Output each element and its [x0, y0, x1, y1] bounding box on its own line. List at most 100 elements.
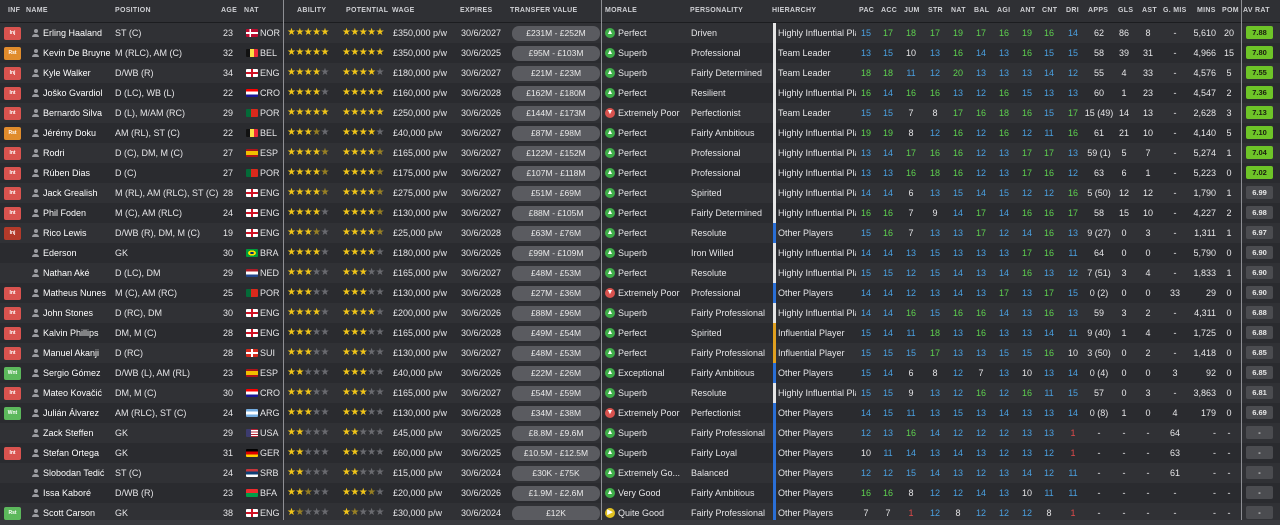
table-row[interactable]: Int Jack Grealish M (RL), AM (RLC), ST (C)…	[0, 183, 1280, 203]
player-name[interactable]: Jack Grealish	[43, 188, 98, 198]
player-name[interactable]: Stefan Ortega	[43, 448, 100, 458]
col-hierarchy[interactable]: HIERARCHY	[772, 7, 817, 14]
info-badge[interactable]: Int	[4, 87, 21, 100]
table-row[interactable]: Int Stefan Ortega GK 31 GER ★★★★★ ★★★★★ £60,000…	[0, 443, 1280, 463]
info-badge[interactable]: Int	[4, 187, 21, 200]
col-ant[interactable]: ANT	[1020, 7, 1036, 14]
info-badge[interactable]: Inj	[4, 227, 21, 240]
table-row[interactable]: Rst Scott Carson GK 38 ENG ★★★★★ ★★★★★ £30,000 …	[0, 503, 1280, 523]
player-name[interactable]: Sergio Gómez	[43, 368, 101, 378]
transfer-value-pill[interactable]: £95M - £103M	[512, 46, 600, 61]
transfer-value-pill[interactable]: £34M - £38M	[512, 406, 600, 421]
player-name[interactable]: Erling Haaland	[43, 28, 103, 38]
col-personality[interactable]: PERSONALITY	[690, 7, 744, 14]
col-wage[interactable]: WAGE	[392, 7, 415, 14]
col-ability[interactable]: ABILITY	[297, 7, 327, 14]
transfer-value-pill[interactable]: £8.8M - £9.6M	[512, 426, 600, 441]
info-badge[interactable]: Int	[4, 287, 21, 300]
player-name[interactable]: Rúben Dias	[43, 168, 91, 178]
table-row[interactable]: Rst Jérémy Doku AM (RL), ST (C) 22 BEL ★★★★★ ★…	[0, 123, 1280, 143]
transfer-value-pill[interactable]: £22M - £26M	[512, 366, 600, 381]
transfer-value-pill[interactable]: £49M - £54M	[512, 326, 600, 341]
col-pac[interactable]: PAC	[859, 7, 875, 14]
col-avrat[interactable]: AV RAT	[1243, 7, 1270, 14]
info-badge[interactable]: Rst	[4, 127, 21, 140]
info-badge[interactable]: Int	[4, 107, 21, 120]
table-row[interactable]: Int Rodri D (C), DM, M (C) 27 ESP ★★★★★ ★★★★★ £…	[0, 143, 1280, 163]
info-badge[interactable]: Inj	[4, 27, 21, 40]
table-row[interactable]: Int Matheus Nunes M (C), AM (RC) 25 POR ★★★★★…	[0, 283, 1280, 303]
player-name[interactable]: Manuel Akanji	[43, 348, 100, 358]
col-dri[interactable]: DRI	[1066, 7, 1079, 14]
transfer-value-pill[interactable]: £10.5M - £12.5M	[512, 446, 600, 461]
table-row[interactable]: Slobodan Tedić ST (C) 24 SRB ★★★★★ ★★★★★ £15,0…	[0, 463, 1280, 483]
table-row[interactable]: Issa Kaboré D/WB (R) 23 BFA ★★★★★ ★★★★★ £20,00…	[0, 483, 1280, 503]
table-row[interactable]: Int John Stones D (RC), DM 30 ENG ★★★★★ ★★★★★ £…	[0, 303, 1280, 323]
col-jum[interactable]: JUM	[904, 7, 920, 14]
player-name[interactable]: Kalvin Phillips	[43, 328, 99, 338]
transfer-value-pill[interactable]: £48M - £53M	[512, 346, 600, 361]
player-name[interactable]: Joško Gvardiol	[43, 88, 103, 98]
col-inf[interactable]: INF	[8, 7, 21, 14]
col-acc[interactable]: ACC	[881, 7, 898, 14]
player-name[interactable]: Jérémy Doku	[43, 128, 97, 138]
transfer-value-pill[interactable]: £21M - £23M	[512, 66, 600, 81]
player-name[interactable]: Matheus Nunes	[43, 288, 107, 298]
table-row[interactable]: Ederson GK 30 BRA ★★★★★ ★★★★★ £180,000 p/w 30/6…	[0, 243, 1280, 263]
info-badge[interactable]: Int	[4, 167, 21, 180]
col-ast[interactable]: AST	[1142, 7, 1157, 14]
info-badge[interactable]: Rst	[4, 47, 21, 60]
col-nat-attr[interactable]: NAT	[951, 7, 966, 14]
info-badge[interactable]: Int	[4, 447, 21, 460]
player-name[interactable]: Kevin De Bruyne	[43, 48, 111, 58]
player-name[interactable]: Julián Álvarez	[43, 408, 100, 418]
col-mins[interactable]: MINS	[1197, 7, 1216, 14]
col-nat[interactable]: NAT	[244, 7, 259, 14]
transfer-value-pill[interactable]: £30K - £75K	[512, 466, 600, 481]
player-name[interactable]: Nathan Aké	[43, 268, 90, 278]
player-name[interactable]: Zack Steffen	[43, 428, 94, 438]
transfer-value-pill[interactable]: £54M - £59M	[512, 386, 600, 401]
col-str[interactable]: STR	[928, 7, 943, 14]
transfer-value-pill[interactable]: £48M - £53M	[512, 266, 600, 281]
table-row[interactable]: Int Joško Gvardiol D (LC), WB (L) 22 CRO ★★★★…	[0, 83, 1280, 103]
col-morale[interactable]: MORALE	[605, 7, 638, 14]
table-row[interactable]: Zack Steffen GK 29 USA ★★★★★ ★★★★★ £45,000 p/w…	[0, 423, 1280, 443]
transfer-value-pill[interactable]: £122M - £152M	[512, 146, 600, 161]
transfer-value-pill[interactable]: £231M - £252M	[512, 26, 600, 41]
col-expires[interactable]: EXPIRES	[460, 7, 493, 14]
transfer-value-pill[interactable]: £87M - £98M	[512, 126, 600, 141]
col-apps[interactable]: APPS	[1088, 7, 1109, 14]
player-name[interactable]: Kyle Walker	[43, 68, 91, 78]
table-row[interactable]: Rst Kevin De Bruyne M (RLC), AM (C) 32 BEL ★★…	[0, 43, 1280, 63]
table-row[interactable]: Inj Kyle Walker D/WB (R) 34 ENG ★★★★★ ★★★★★ £18…	[0, 63, 1280, 83]
col-potential[interactable]: POTENTIAL	[346, 7, 389, 14]
col-position[interactable]: POSITION	[115, 7, 151, 14]
table-row[interactable]: Int Rúben Dias D (C) 27 POR ★★★★★ ★★★★★ £175,00…	[0, 163, 1280, 183]
transfer-value-pill[interactable]: £1.9M - £2.6M	[512, 486, 600, 501]
col-name[interactable]: NAME	[26, 7, 48, 14]
table-row[interactable]: Inj Rico Lewis D/WB (R), DM, M (C) 19 ENG ★★★…	[0, 223, 1280, 243]
col-gmis[interactable]: G. MIS	[1163, 7, 1187, 14]
col-age[interactable]: AGE	[221, 7, 238, 14]
info-badge[interactable]: Int	[4, 147, 21, 160]
player-name[interactable]: Rico Lewis	[43, 228, 87, 238]
transfer-value-pill[interactable]: £51M - £69M	[512, 186, 600, 201]
table-row[interactable]: Wnt Sergio Gómez D/WB (L), AM (RL) 23 ESP ★★★…	[0, 363, 1280, 383]
table-row[interactable]: Int Kalvin Phillips DM, M (C) 28 ENG ★★★★★ ★★★…	[0, 323, 1280, 343]
transfer-value-pill[interactable]: £107M - £118M	[512, 166, 600, 181]
player-name[interactable]: Ederson	[43, 248, 77, 258]
table-row[interactable]: Int Manuel Akanji D (RC) 28 SUI ★★★★★ ★★★★★ £13…	[0, 343, 1280, 363]
col-cnt[interactable]: CNT	[1042, 7, 1058, 14]
info-badge[interactable]: Int	[4, 387, 21, 400]
horizontal-scrollbar[interactable]	[0, 520, 1280, 525]
table-row[interactable]: Int Mateo Kovačić DM, M (C) 30 CRO ★★★★★ ★★★★★…	[0, 383, 1280, 403]
transfer-value-pill[interactable]: £27M - £36M	[512, 286, 600, 301]
info-badge[interactable]: Int	[4, 347, 21, 360]
info-badge[interactable]: Wnt	[4, 367, 21, 380]
col-pom[interactable]: POM	[1222, 7, 1239, 14]
transfer-value-pill[interactable]: £144M - £173M	[512, 106, 600, 121]
player-name[interactable]: Phil Foden	[43, 208, 87, 218]
transfer-value-pill[interactable]: £88M - £96M	[512, 306, 600, 321]
table-row[interactable]: Wnt Julián Álvarez AM (RLC), ST (C) 24 ARG ★★…	[0, 403, 1280, 423]
